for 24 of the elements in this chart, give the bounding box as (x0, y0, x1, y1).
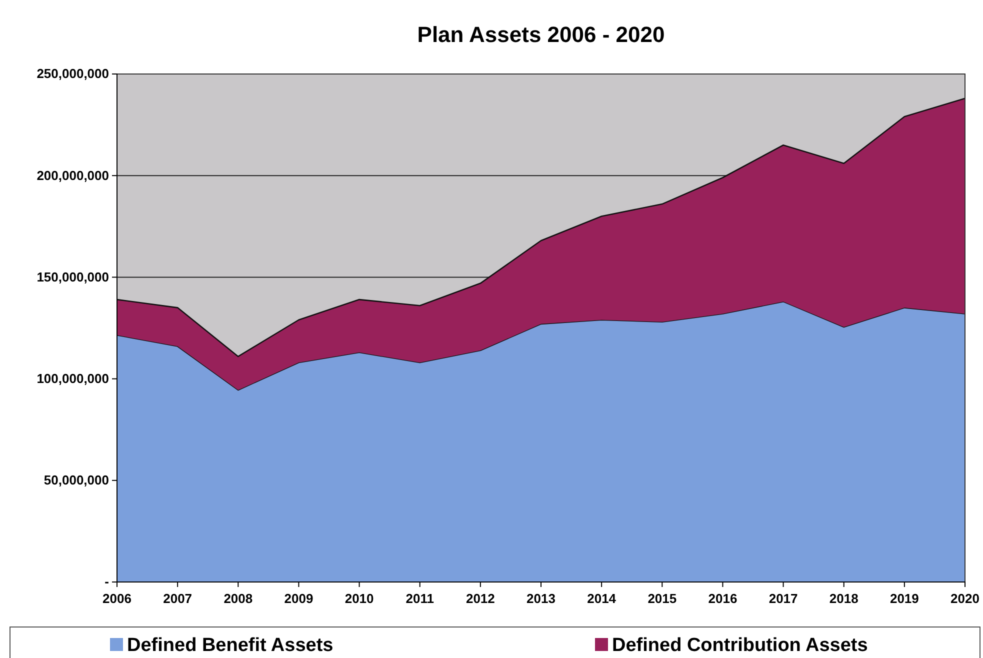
x-tick-label: 2015 (648, 591, 677, 606)
x-tick-label: 2010 (344, 591, 374, 606)
x-tick-label: 2014 (587, 591, 617, 606)
chart-title: Plan Assets 2006 - 2020 (417, 22, 665, 47)
y-tick-label: 250,000,000 (36, 66, 109, 82)
x-tick-label: 2007 (163, 591, 192, 606)
x-tick-label: 2013 (526, 591, 556, 606)
y-tick-label: 50,000,000 (44, 472, 109, 488)
x-tick-label: 2011 (406, 591, 434, 606)
legend-label: Defined Contribution Assets (612, 635, 868, 656)
y-tick-label: 150,000,000 (36, 269, 109, 284)
x-tick-label: 2016 (708, 591, 738, 606)
x-tick-label: 2020 (950, 591, 980, 606)
x-tick-label: 2009 (284, 591, 314, 606)
x-tick-label: 2012 (466, 591, 495, 606)
x-tick-label: 2017 (768, 591, 798, 606)
x-tick-label: 2019 (890, 591, 919, 606)
y-tick-label: - (104, 574, 109, 590)
y-tick-label: 100,000,000 (36, 370, 109, 386)
x-tick-label: 2006 (102, 591, 132, 606)
y-tick-label: 200,000,000 (36, 168, 109, 183)
x-tick-label: 2008 (224, 591, 253, 606)
legend-label: Defined Benefit Assets (127, 635, 334, 656)
x-tick-label: 2018 (829, 591, 858, 606)
